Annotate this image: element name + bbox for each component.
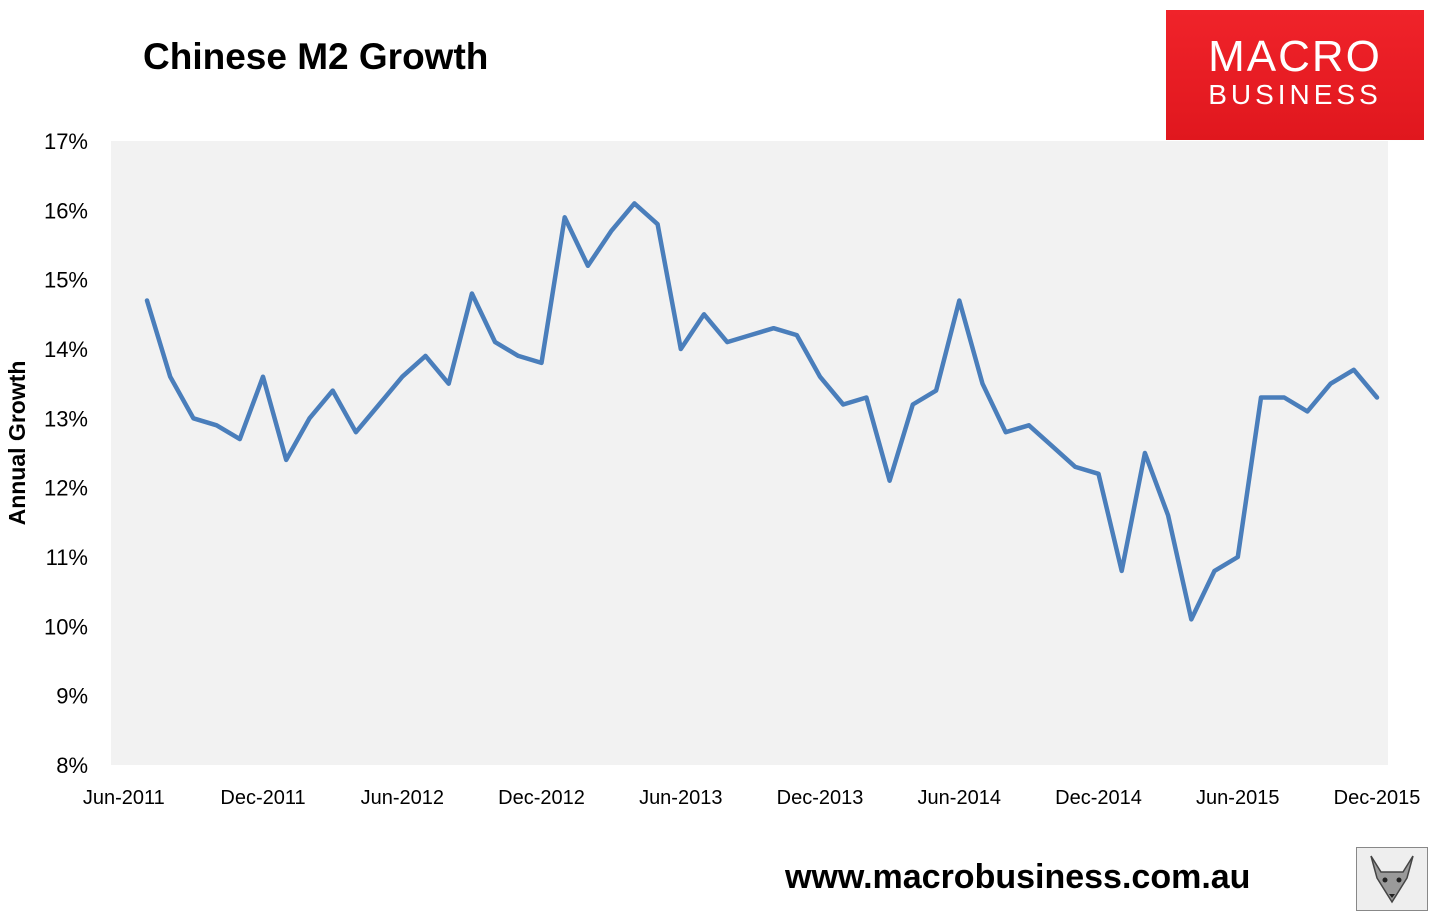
y-axis-label: Annual Growth — [4, 361, 30, 526]
y-tick-label: 12% — [44, 476, 88, 501]
logo-line-1: MACRO — [1208, 32, 1382, 81]
y-tick-label: 16% — [44, 198, 88, 223]
x-tick-label: Jun-2015 — [1196, 787, 1279, 809]
chart-title: Chinese M2 Growth — [143, 36, 489, 77]
plot-area — [111, 141, 1388, 765]
x-tick-label: Jun-2012 — [361, 787, 444, 809]
logo-line-2: BUSINESS — [1208, 79, 1382, 110]
website-url[interactable]: www.macrobusiness.com.au — [785, 858, 1251, 896]
y-tick-label: 8% — [56, 753, 88, 778]
x-tick-label: Jun-2013 — [639, 787, 722, 809]
y-tick-label: 10% — [44, 614, 88, 639]
fox-mascot-icon — [1356, 847, 1428, 911]
x-tick-label: Dec-2012 — [498, 787, 585, 809]
x-tick-label: Jun-2011 — [83, 787, 165, 809]
y-tick-label: 11% — [46, 545, 88, 570]
x-tick-label: Dec-2015 — [1334, 787, 1421, 809]
y-tick-label: 14% — [44, 337, 88, 362]
x-tick-label: Dec-2014 — [1055, 787, 1142, 809]
y-tick-label: 9% — [56, 684, 88, 709]
series-line — [144, 201, 1380, 622]
x-tick-label: Dec-2013 — [777, 787, 864, 809]
x-tick-label: Dec-2011 — [220, 787, 305, 809]
x-tick-label: Jun-2014 — [918, 787, 1001, 809]
y-tick-label: 15% — [44, 268, 88, 293]
macrobusiness-logo: MACRO BUSINESS — [1166, 10, 1424, 140]
y-tick-label: 13% — [44, 406, 88, 431]
y-tick-label: 17% — [44, 129, 88, 154]
